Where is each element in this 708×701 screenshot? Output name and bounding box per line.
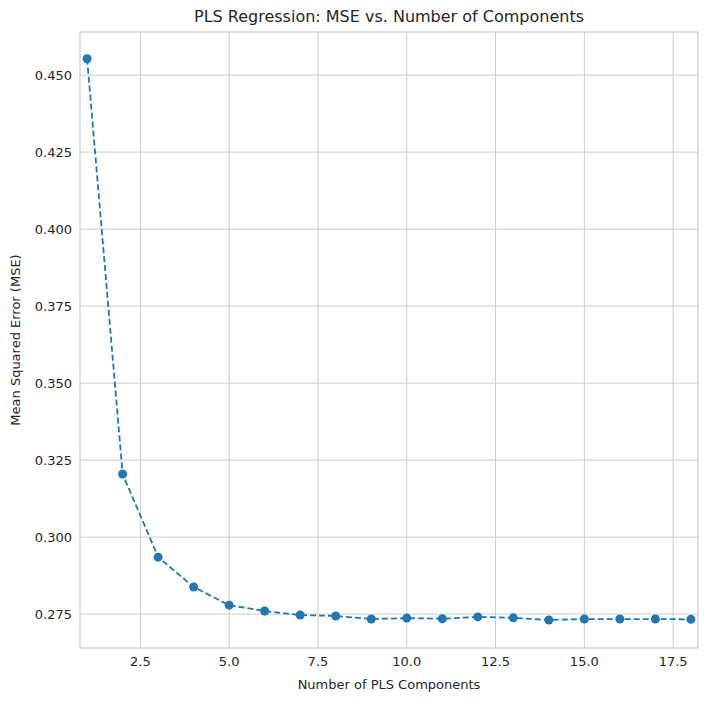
y-grid-line: [80, 537, 698, 538]
marker: [367, 615, 376, 624]
chart: 2.5 5.0 7.5 10.0 12.5 15.0 17.5 0.275 0.300 0.325…: [0, 0, 708, 701]
marker: [154, 553, 163, 562]
x-tick-label: 12.5: [481, 654, 510, 669]
plot-frame: [80, 32, 698, 648]
marker: [296, 611, 305, 620]
marker: [615, 615, 624, 624]
x-axis-label: Number of PLS Components: [298, 677, 481, 692]
x-tick-label: 17.5: [659, 654, 688, 669]
marker: [83, 54, 92, 63]
marker: [686, 615, 695, 624]
line: [87, 59, 691, 620]
x-tick-label: 15.0: [570, 654, 599, 669]
y-tick-label: 0.300: [35, 530, 72, 545]
y-tick-label: 0.325: [35, 453, 72, 468]
y-axis-label: Mean Squared Error (MSE): [8, 254, 23, 425]
marker: [189, 583, 198, 592]
x-grid-line: [673, 32, 674, 648]
x-tick-label: 2.5: [130, 654, 151, 669]
x-grid-line: [406, 32, 407, 648]
x-tick-label: 5.0: [219, 654, 240, 669]
x-grid-line: [229, 32, 230, 648]
x-tick-label: 7.5: [308, 654, 329, 669]
y-tick-label: 0.350: [35, 376, 72, 391]
y-tick-label: 0.400: [35, 222, 72, 237]
marker: [402, 614, 411, 623]
x-grid-line: [140, 32, 141, 648]
marker: [438, 614, 447, 623]
y-tick-label: 0.425: [35, 145, 72, 160]
y-tick-label: 0.450: [35, 68, 72, 83]
marker: [331, 611, 340, 620]
marker: [580, 615, 589, 624]
x-grid-line: [317, 32, 318, 648]
x-tick-label: 10.0: [392, 654, 421, 669]
marker: [225, 601, 234, 610]
marker: [260, 607, 269, 616]
x-grid-line: [495, 32, 496, 648]
y-grid-line: [80, 614, 698, 615]
marker: [118, 469, 127, 478]
y-grid-line: [80, 460, 698, 461]
marker: [473, 612, 482, 621]
tick-labels: 2.5 5.0 7.5 10.0 12.5 15.0 17.5 0.275 0.300 0.325…: [35, 68, 688, 669]
x-grid-line: [584, 32, 585, 648]
y-grid-line: [80, 306, 698, 307]
y-tick-label: 0.275: [35, 607, 72, 622]
y-tick-label: 0.375: [35, 299, 72, 314]
plot-area: [80, 32, 698, 648]
marker: [651, 615, 660, 624]
title: PLS Regression: MSE vs. Number of Compon…: [194, 7, 584, 26]
y-grid-line: [80, 75, 698, 76]
series: [83, 54, 696, 624]
y-grid-line: [80, 383, 698, 384]
marker: [509, 613, 518, 622]
y-grid-line: [80, 152, 698, 153]
y-grid-line: [80, 229, 698, 230]
grid: [80, 32, 698, 648]
marker: [544, 615, 553, 624]
